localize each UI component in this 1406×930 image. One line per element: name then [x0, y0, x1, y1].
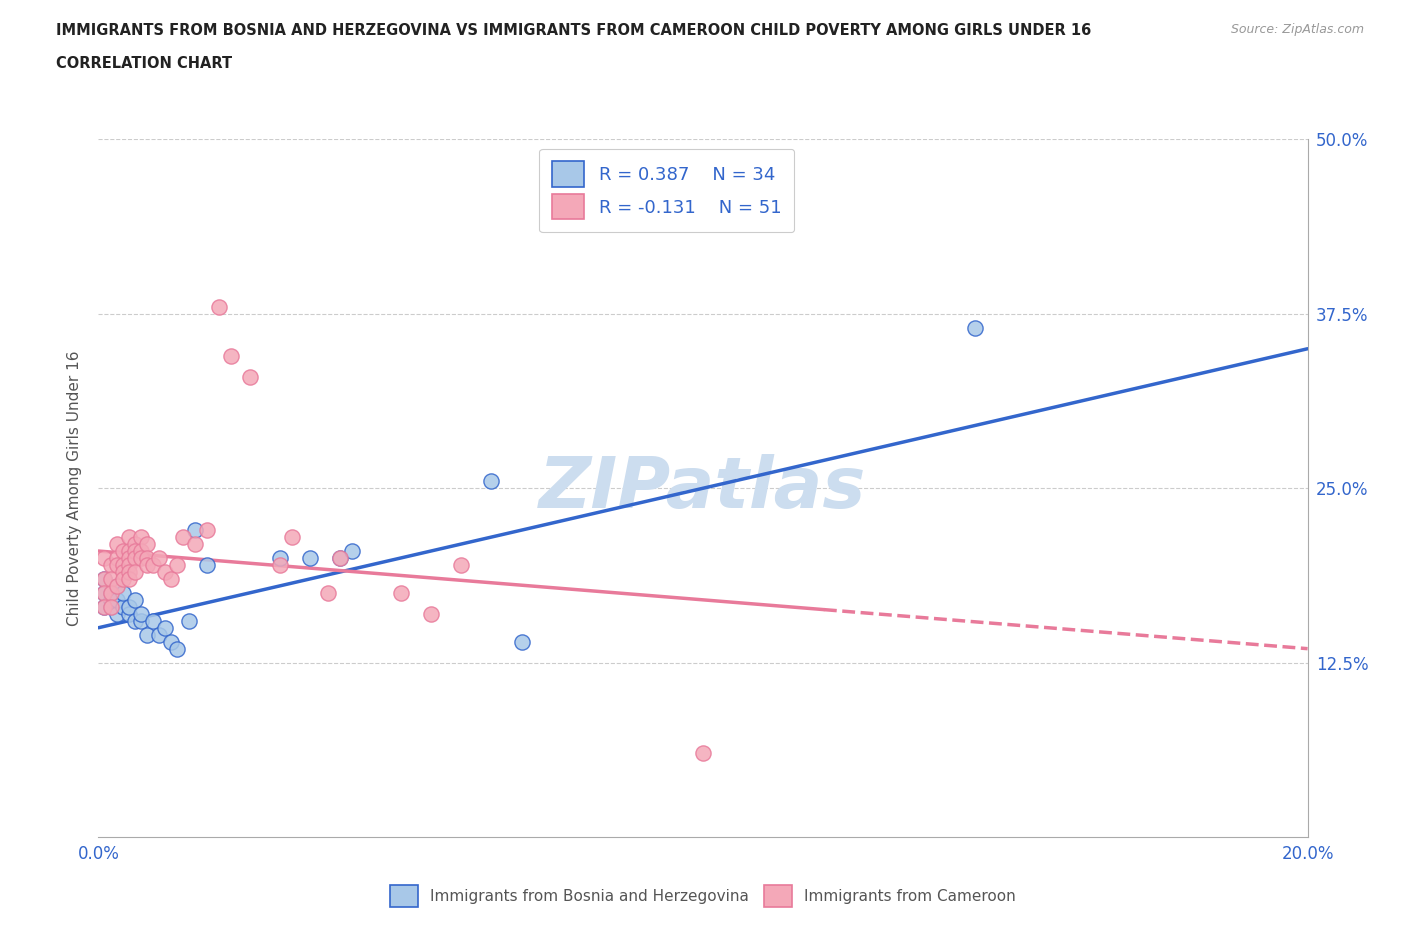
Point: [93, 571, 115, 587]
Point: [118, 606, 141, 621]
Point: [153, 565, 176, 579]
Point: [118, 558, 141, 573]
Point: [111, 571, 134, 587]
Point: [239, 369, 262, 384]
Point: [105, 592, 128, 607]
Point: [160, 634, 183, 649]
Point: [166, 642, 188, 657]
Point: [177, 614, 201, 629]
Point: [184, 537, 207, 551]
Point: [692, 746, 714, 761]
Point: [299, 551, 322, 565]
Point: [118, 571, 141, 587]
Point: [135, 628, 157, 643]
Point: [135, 537, 157, 551]
Point: [124, 551, 146, 565]
Point: [111, 543, 134, 558]
Legend: Immigrants from Bosnia and Herzegovina, Immigrants from Cameroon: Immigrants from Bosnia and Herzegovina, …: [384, 879, 1022, 913]
Point: [105, 606, 128, 621]
Point: [100, 600, 122, 615]
Point: [124, 537, 146, 551]
Point: [118, 565, 141, 579]
Text: CORRELATION CHART: CORRELATION CHART: [56, 56, 232, 71]
Point: [153, 620, 176, 635]
Point: [93, 600, 115, 615]
Point: [481, 474, 503, 489]
Point: [752, 216, 775, 231]
Point: [195, 523, 218, 538]
Point: [100, 586, 122, 601]
Point: [281, 530, 304, 545]
Point: [118, 530, 141, 545]
Point: [148, 628, 170, 643]
Point: [269, 551, 291, 565]
Point: [342, 543, 364, 558]
Text: Source: ZipAtlas.com: Source: ZipAtlas.com: [1230, 23, 1364, 36]
Point: [105, 578, 128, 593]
Point: [135, 558, 157, 573]
Point: [129, 614, 152, 629]
Point: [510, 634, 533, 649]
Point: [160, 571, 183, 587]
Point: [93, 586, 115, 601]
Point: [124, 614, 146, 629]
Point: [93, 586, 115, 601]
Point: [419, 606, 441, 621]
Point: [105, 537, 128, 551]
Y-axis label: Child Poverty Among Girls Under 16: Child Poverty Among Girls Under 16: [66, 351, 82, 626]
Point: [129, 551, 152, 565]
Point: [118, 543, 141, 558]
Point: [100, 571, 122, 587]
Point: [105, 551, 128, 565]
Point: [135, 551, 157, 565]
Point: [329, 551, 352, 565]
Point: [195, 558, 218, 573]
Point: [129, 543, 152, 558]
Text: ZIPatlas: ZIPatlas: [540, 454, 866, 523]
Point: [142, 614, 165, 629]
Point: [172, 530, 194, 545]
Point: [129, 606, 152, 621]
Point: [111, 600, 134, 615]
Point: [166, 558, 188, 573]
Point: [111, 558, 134, 573]
Point: [142, 558, 165, 573]
Point: [111, 565, 134, 579]
Point: [118, 551, 141, 565]
Legend: R = 0.387    N = 34, R = -0.131    N = 51: R = 0.387 N = 34, R = -0.131 N = 51: [540, 149, 794, 232]
Point: [124, 543, 146, 558]
Text: IMMIGRANTS FROM BOSNIA AND HERZEGOVINA VS IMMIGRANTS FROM CAMEROON CHILD POVERTY: IMMIGRANTS FROM BOSNIA AND HERZEGOVINA V…: [56, 23, 1091, 38]
Point: [316, 586, 339, 601]
Point: [389, 586, 412, 601]
Point: [124, 592, 146, 607]
Point: [105, 578, 128, 593]
Point: [148, 551, 170, 565]
Point: [124, 565, 146, 579]
Point: [269, 558, 291, 573]
Point: [208, 299, 231, 314]
Point: [100, 586, 122, 601]
Point: [100, 558, 122, 573]
Point: [221, 349, 243, 364]
Point: [93, 551, 115, 565]
Point: [93, 571, 115, 587]
Point: [450, 558, 472, 573]
Point: [93, 600, 115, 615]
Point: [105, 558, 128, 573]
Point: [100, 600, 122, 615]
Point: [184, 523, 207, 538]
Point: [111, 586, 134, 601]
Point: [329, 551, 352, 565]
Point: [965, 320, 987, 336]
Point: [129, 530, 152, 545]
Point: [100, 592, 122, 607]
Point: [118, 600, 141, 615]
